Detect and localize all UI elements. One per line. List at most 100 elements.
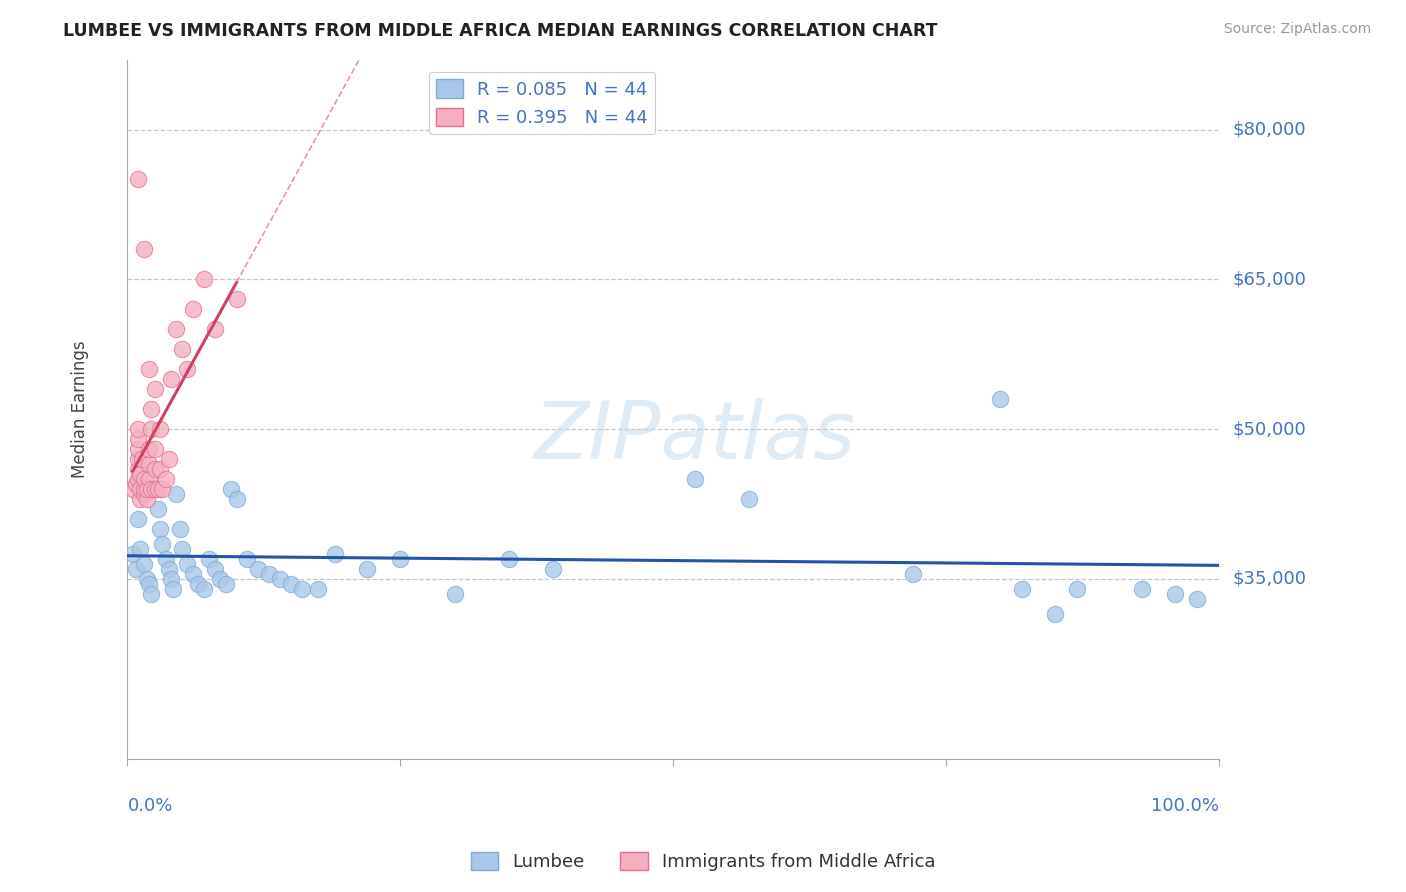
Point	[170, 343, 193, 357]
Point	[149, 422, 172, 436]
Point	[127, 172, 149, 186]
Point	[150, 482, 173, 496]
Point	[132, 487, 155, 501]
Point	[121, 482, 143, 496]
Point	[225, 492, 247, 507]
Point	[1066, 582, 1088, 596]
Point	[291, 582, 314, 596]
Point	[131, 452, 153, 467]
Point	[193, 272, 215, 286]
Point	[127, 512, 149, 526]
Point	[155, 552, 177, 566]
Point	[138, 457, 160, 471]
Point	[176, 557, 198, 571]
Legend: Lumbee, Immigrants from Middle Africa: Lumbee, Immigrants from Middle Africa	[464, 845, 942, 879]
Point	[129, 467, 152, 482]
Point	[193, 582, 215, 596]
Point	[181, 302, 204, 317]
Point	[683, 472, 706, 486]
Point	[1130, 582, 1153, 596]
Point	[125, 477, 148, 491]
Point	[127, 432, 149, 446]
Point	[127, 422, 149, 436]
Point	[129, 482, 152, 496]
Point	[146, 502, 169, 516]
Point	[225, 293, 247, 307]
Text: $35,000: $35,000	[1233, 570, 1306, 588]
Point	[169, 522, 191, 536]
Point	[132, 557, 155, 571]
Point	[143, 462, 166, 476]
Point	[143, 482, 166, 496]
Text: $65,000: $65,000	[1233, 270, 1306, 288]
Point	[214, 577, 236, 591]
Text: $80,000: $80,000	[1233, 120, 1306, 138]
Point	[129, 542, 152, 557]
Point	[141, 482, 163, 496]
Text: Source: ZipAtlas.com: Source: ZipAtlas.com	[1223, 22, 1371, 37]
Point	[150, 537, 173, 551]
Point	[389, 552, 412, 566]
Point	[247, 562, 270, 576]
Point	[166, 322, 188, 336]
Point	[1185, 591, 1208, 606]
Point	[121, 547, 143, 561]
Point	[166, 487, 188, 501]
Point	[157, 562, 180, 576]
Point	[541, 562, 564, 576]
Point	[136, 492, 159, 507]
Point	[143, 442, 166, 457]
Point	[132, 472, 155, 486]
Point	[280, 577, 302, 591]
Text: Median Earnings: Median Earnings	[72, 341, 89, 478]
Point	[127, 472, 149, 486]
Point	[127, 462, 149, 476]
Point	[187, 577, 209, 591]
Point	[901, 566, 924, 581]
Point	[138, 442, 160, 457]
Point	[138, 577, 160, 591]
Point	[136, 482, 159, 496]
Point	[181, 566, 204, 581]
Point	[204, 562, 226, 576]
Point	[127, 452, 149, 467]
Point	[219, 482, 242, 496]
Point	[356, 562, 378, 576]
Point	[1164, 587, 1187, 601]
Legend: R = 0.085   N = 44, R = 0.395   N = 44: R = 0.085 N = 44, R = 0.395 N = 44	[429, 72, 655, 135]
Point	[259, 566, 281, 581]
Point	[149, 522, 172, 536]
Point	[236, 552, 259, 566]
Point	[129, 492, 152, 507]
Text: $50,000: $50,000	[1233, 420, 1306, 438]
Point	[204, 322, 226, 336]
Point	[498, 552, 520, 566]
Point	[143, 382, 166, 396]
Point	[443, 587, 465, 601]
Point	[176, 362, 198, 376]
Text: 100.0%: 100.0%	[1150, 797, 1219, 815]
Point	[160, 372, 183, 386]
Point	[138, 362, 160, 376]
Point	[990, 392, 1012, 407]
Point	[157, 452, 180, 467]
Point	[269, 572, 291, 586]
Point	[146, 482, 169, 496]
Point	[155, 472, 177, 486]
Point	[209, 572, 232, 586]
Point	[132, 482, 155, 496]
Text: 0.0%: 0.0%	[128, 797, 173, 815]
Point	[136, 572, 159, 586]
Point	[198, 552, 221, 566]
Point	[138, 472, 160, 486]
Point	[1043, 607, 1066, 621]
Point	[149, 462, 172, 476]
Point	[162, 582, 184, 596]
Point	[132, 243, 155, 257]
Point	[160, 572, 183, 586]
Point	[307, 582, 329, 596]
Text: ZIPatlas: ZIPatlas	[534, 398, 856, 476]
Point	[127, 442, 149, 457]
Point	[141, 587, 163, 601]
Text: LUMBEE VS IMMIGRANTS FROM MIDDLE AFRICA MEDIAN EARNINGS CORRELATION CHART: LUMBEE VS IMMIGRANTS FROM MIDDLE AFRICA …	[63, 22, 938, 40]
